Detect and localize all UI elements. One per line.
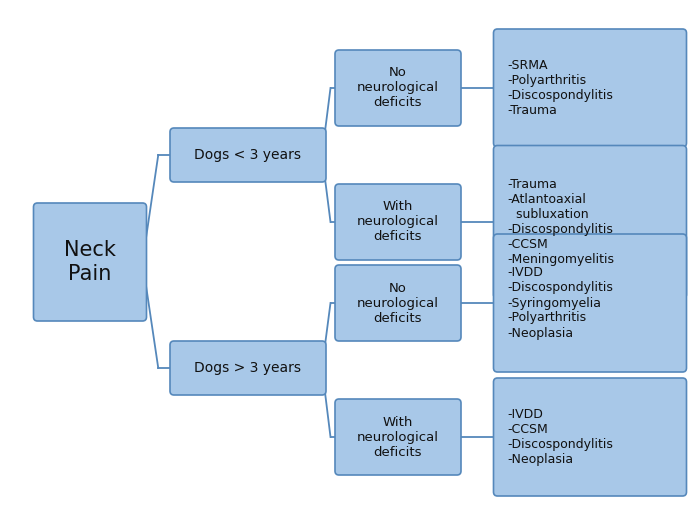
Text: Neck
Pain: Neck Pain [64,240,116,284]
Text: Dogs > 3 years: Dogs > 3 years [195,361,302,375]
FancyBboxPatch shape [335,184,461,260]
FancyBboxPatch shape [494,234,687,372]
Text: -Trauma
-Atlantoaxial
  subluxation
-Discospondylitis
-CCSM
-Meningomyelitis: -Trauma -Atlantoaxial subluxation -Disco… [508,178,615,266]
FancyBboxPatch shape [34,203,146,321]
FancyBboxPatch shape [494,29,687,147]
Text: Dogs < 3 years: Dogs < 3 years [195,148,302,162]
FancyBboxPatch shape [335,399,461,475]
FancyBboxPatch shape [170,128,326,182]
Text: With
neurological
deficits: With neurological deficits [357,415,439,458]
FancyBboxPatch shape [494,378,687,496]
FancyBboxPatch shape [335,265,461,341]
FancyBboxPatch shape [335,50,461,126]
Text: -SRMA
-Polyarthritis
-Discospondylitis
-Trauma: -SRMA -Polyarthritis -Discospondylitis -… [508,59,613,117]
FancyBboxPatch shape [170,341,326,395]
Text: -IVDD
-Discospondylitis
-Syringomyelia
-Polyarthritis
-Neoplasia: -IVDD -Discospondylitis -Syringomyelia -… [508,267,613,340]
Text: No
neurological
deficits: No neurological deficits [357,281,439,324]
FancyBboxPatch shape [494,145,687,299]
Text: No
neurological
deficits: No neurological deficits [357,67,439,110]
Text: -IVDD
-CCSM
-Discospondylitis
-Neoplasia: -IVDD -CCSM -Discospondylitis -Neoplasia [508,408,613,466]
Text: With
neurological
deficits: With neurological deficits [357,201,439,244]
